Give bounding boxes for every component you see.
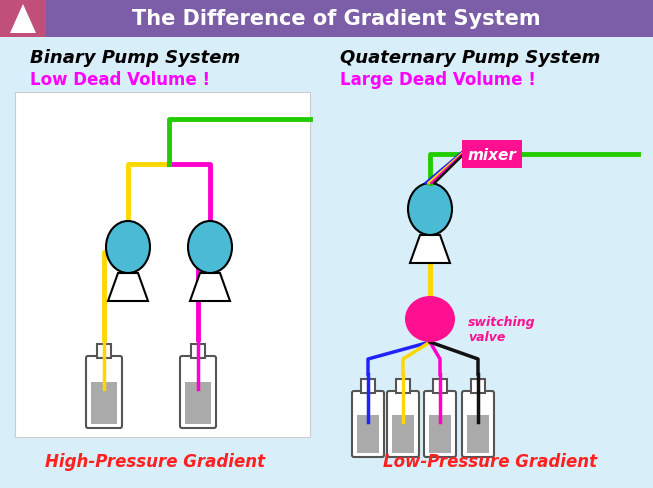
- FancyBboxPatch shape: [97, 345, 111, 358]
- Text: Binary Pump System: Binary Pump System: [30, 49, 240, 67]
- FancyBboxPatch shape: [86, 356, 122, 428]
- FancyBboxPatch shape: [424, 391, 456, 457]
- FancyBboxPatch shape: [462, 141, 522, 169]
- FancyBboxPatch shape: [467, 415, 489, 453]
- Ellipse shape: [188, 222, 232, 273]
- FancyBboxPatch shape: [361, 379, 375, 393]
- FancyBboxPatch shape: [0, 0, 46, 38]
- FancyBboxPatch shape: [191, 345, 205, 358]
- FancyBboxPatch shape: [180, 356, 216, 428]
- Text: Low-Pressure Gradient: Low-Pressure Gradient: [383, 452, 597, 470]
- FancyBboxPatch shape: [462, 391, 494, 457]
- Polygon shape: [108, 273, 148, 302]
- Polygon shape: [10, 5, 36, 34]
- Polygon shape: [190, 273, 230, 302]
- FancyBboxPatch shape: [0, 0, 653, 38]
- Text: switching
valve: switching valve: [468, 315, 535, 343]
- FancyBboxPatch shape: [352, 391, 384, 457]
- FancyBboxPatch shape: [185, 382, 211, 424]
- Ellipse shape: [405, 296, 455, 342]
- Text: Low Dead Volume !: Low Dead Volume !: [30, 71, 210, 89]
- Text: The Difference of Gradient System: The Difference of Gradient System: [132, 9, 541, 29]
- Polygon shape: [410, 236, 450, 264]
- Text: mixer: mixer: [468, 147, 517, 162]
- Text: Quaternary Pump System: Quaternary Pump System: [340, 49, 600, 67]
- Text: High-Pressure Gradient: High-Pressure Gradient: [45, 452, 265, 470]
- FancyBboxPatch shape: [15, 93, 310, 437]
- FancyBboxPatch shape: [387, 391, 419, 457]
- Ellipse shape: [408, 183, 452, 236]
- FancyBboxPatch shape: [91, 382, 117, 424]
- Text: Large Dead Volume !: Large Dead Volume !: [340, 71, 536, 89]
- FancyBboxPatch shape: [357, 415, 379, 453]
- Ellipse shape: [106, 222, 150, 273]
- FancyBboxPatch shape: [396, 379, 410, 393]
- FancyBboxPatch shape: [471, 379, 485, 393]
- FancyBboxPatch shape: [429, 415, 451, 453]
- FancyBboxPatch shape: [433, 379, 447, 393]
- FancyBboxPatch shape: [392, 415, 414, 453]
